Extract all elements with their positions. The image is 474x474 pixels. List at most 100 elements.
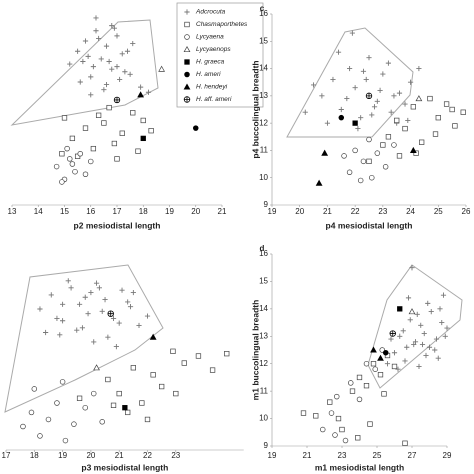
point [334,393,340,400]
point [328,410,335,416]
point [127,71,133,77]
x-tick-label: 14 [34,207,43,216]
point [402,125,408,132]
y-tick-label: 11 [260,386,269,395]
legend-marker [184,21,190,28]
point [338,106,344,113]
x-tick-label: 13 [8,207,17,216]
x-tick-label: 22 [351,207,360,216]
legend-marker [184,34,190,40]
x-axis-label: p3 mesiodistal length [81,462,168,472]
hull [4,264,164,413]
y-tick-label: 11 [260,146,269,155]
point [414,311,420,317]
point [356,374,363,381]
point [91,339,97,345]
x-tick-label: 18 [139,207,148,216]
point [411,341,417,348]
legend-label: Adcrocuta [195,9,226,16]
legend-label: Lycyaena [196,34,224,41]
point [93,280,100,286]
point [124,48,131,54]
legend-marker [183,45,191,53]
x-tick-label: 19 [58,451,67,460]
point [159,383,165,390]
point [402,101,408,107]
point [421,330,427,337]
y-tick-label: 16 [259,249,268,258]
point [385,134,392,140]
point [145,89,152,95]
x-tick-label: 27 [408,451,417,460]
point [224,351,230,357]
point [138,84,144,90]
point [379,347,386,353]
legend-marker [183,96,191,103]
point [88,92,94,98]
point [402,440,408,446]
point [95,112,102,118]
legend-label: H. ameri [196,71,221,78]
legend-box [176,2,264,108]
x-tick-label: 20 [86,451,95,460]
y-tick-label: 10 [259,173,268,182]
point [369,112,375,118]
point [71,421,77,427]
point [432,347,438,353]
point [377,372,384,378]
point [366,55,372,61]
x-tick-label: 16 [86,207,95,216]
point [148,128,154,134]
point [149,333,157,340]
point [140,117,146,124]
point [116,390,122,397]
point [413,150,419,156]
point [344,95,350,102]
x-tick-label: 20 [191,207,200,216]
point [90,390,97,397]
point [313,413,319,419]
point [425,300,431,306]
point [82,294,88,300]
point [405,117,411,124]
x-tick-label: 19 [165,207,174,216]
point [355,126,361,132]
point [439,319,445,326]
legend-marker [184,9,190,15]
point [144,313,151,319]
point [400,328,406,334]
y-tick-label: 9 [264,200,269,209]
point [54,400,60,406]
point [87,158,94,165]
x-tick-label: 17 [2,451,11,460]
point [443,101,450,107]
point [93,364,100,371]
x-tick-label: 21 [303,451,312,460]
point [135,148,141,154]
point [388,109,394,115]
point [346,169,353,176]
point [119,287,125,293]
x-tick-label: 23 [171,451,180,460]
x-tick-label: 24 [406,207,415,216]
point [59,379,66,385]
y-tick-label: 13 [259,91,268,100]
point [140,135,146,142]
point [444,325,450,331]
point [355,435,361,441]
y-tick-label: 12 [259,359,268,368]
point [125,299,131,305]
point [416,363,422,370]
point [418,322,424,328]
point [412,339,419,345]
point [114,156,120,162]
point [409,146,417,153]
point [93,15,99,21]
point [427,95,433,102]
point [385,60,391,66]
point [419,341,426,348]
legend-marker [183,83,191,90]
y-tick-label: 16 [259,9,268,18]
points [53,15,199,185]
